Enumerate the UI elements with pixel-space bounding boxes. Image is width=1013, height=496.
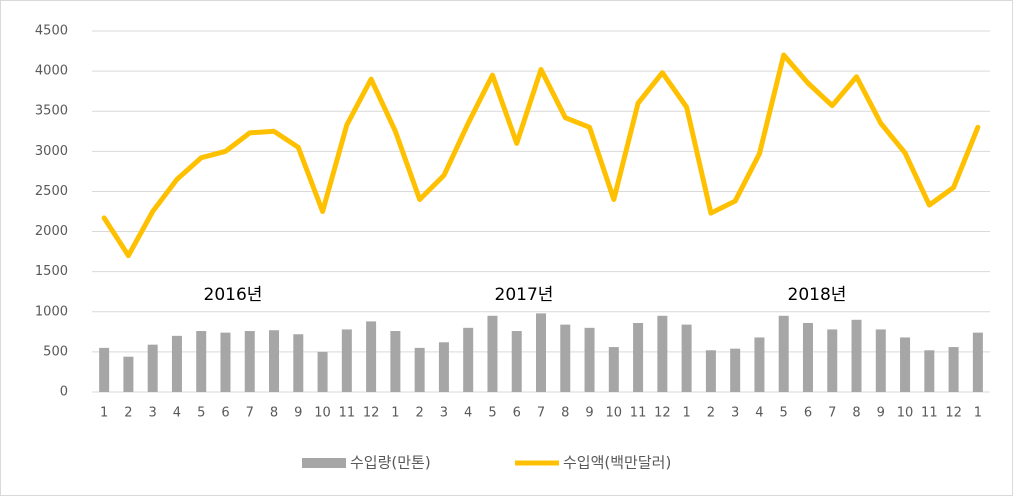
y-tick-label: 2500 <box>35 184 68 199</box>
x-tick-label: 6 <box>221 406 229 421</box>
bar <box>293 334 304 392</box>
annotation: 2016년 <box>204 285 263 305</box>
bar <box>584 327 595 392</box>
bar <box>827 329 838 392</box>
y-tick-label: 4500 <box>35 24 68 39</box>
bar <box>730 348 741 392</box>
x-tick-label: 7 <box>537 406 545 421</box>
x-tick-label: 9 <box>877 406 885 421</box>
x-tick-label: 11 <box>630 406 647 421</box>
x-tick-label: 11 <box>921 406 938 421</box>
bar <box>171 335 182 392</box>
x-tick-label: 5 <box>197 406 205 421</box>
x-tick-label: 7 <box>246 406 254 421</box>
bar <box>778 315 789 392</box>
y-tick-label: 500 <box>43 344 68 359</box>
x-tick-label: 6 <box>804 406 812 421</box>
x-tick-label: 12 <box>363 406 380 421</box>
x-tick-label: 3 <box>440 406 448 421</box>
x-tick-label: 5 <box>780 406 788 421</box>
legend-label: 수입량(만톤) <box>350 454 431 472</box>
x-tick-label: 12 <box>945 406 962 421</box>
x-tick-label: 10 <box>897 406 914 421</box>
annotation: 2018년 <box>788 285 847 305</box>
x-tick-label: 8 <box>561 406 569 421</box>
bar <box>438 342 449 392</box>
bar <box>705 350 716 392</box>
bar <box>560 324 571 392</box>
y-tick-label: 1000 <box>35 304 68 319</box>
y-tick-label: 3000 <box>35 144 68 159</box>
bar <box>244 331 255 392</box>
y-tick-label: 0 <box>60 385 68 400</box>
x-tick-label: 10 <box>606 406 623 421</box>
x-tick-label: 3 <box>731 406 739 421</box>
x-tick-label: 1 <box>974 406 982 421</box>
bar <box>536 313 546 392</box>
x-tick-label: 11 <box>339 406 356 421</box>
x-tick-label: 9 <box>294 406 302 421</box>
y-tick-label: 4000 <box>35 64 68 79</box>
bar <box>948 347 959 392</box>
bar <box>269 330 280 392</box>
x-tick-label: 1 <box>391 406 399 421</box>
bar <box>341 329 352 392</box>
bar <box>754 337 765 392</box>
bar <box>99 347 110 392</box>
x-tick-label: 12 <box>654 406 671 421</box>
x-tick-label: 2 <box>124 406 132 421</box>
bar <box>220 332 231 392</box>
bar <box>366 321 377 392</box>
bar <box>900 337 911 392</box>
x-tick-label: 1 <box>100 406 108 421</box>
x-tick-label: 2 <box>707 406 715 421</box>
y-tick-label: 2000 <box>35 224 68 239</box>
bar <box>972 332 983 392</box>
bar <box>511 331 522 392</box>
legend-label: 수입액(백만달러) <box>563 454 671 472</box>
x-tick-label: 4 <box>464 406 472 421</box>
y-tick-label: 3500 <box>35 104 68 119</box>
bar <box>608 347 619 392</box>
bar <box>414 347 425 392</box>
bar <box>875 329 886 392</box>
x-tick-label: 9 <box>585 406 593 421</box>
x-tick-label: 3 <box>149 406 157 421</box>
x-tick-label: 7 <box>828 406 836 421</box>
x-tick-label: 6 <box>513 406 521 421</box>
x-tick-label: 1 <box>682 406 690 421</box>
bar <box>681 324 692 392</box>
bar <box>633 323 644 392</box>
x-tick-label: 4 <box>173 406 181 421</box>
legend-swatch <box>302 458 346 468</box>
bar <box>147 344 158 392</box>
bar <box>487 315 498 392</box>
x-tick-label: 5 <box>488 406 496 421</box>
x-tick-label: 4 <box>755 406 763 421</box>
bar <box>657 315 668 392</box>
line <box>101 52 981 259</box>
annotation: 2017년 <box>495 285 554 305</box>
bar <box>390 331 401 392</box>
bar <box>802 323 813 392</box>
bar <box>317 351 328 392</box>
bar <box>196 331 207 392</box>
bar <box>851 319 862 392</box>
bar <box>924 350 935 392</box>
x-tick-label: 2 <box>416 406 424 421</box>
x-tick-label: 8 <box>852 406 860 421</box>
x-tick-label: 10 <box>314 406 331 421</box>
y-tick-label: 1500 <box>35 264 68 279</box>
bar <box>123 356 134 392</box>
x-tick-label: 8 <box>270 406 278 421</box>
bar <box>463 327 474 392</box>
